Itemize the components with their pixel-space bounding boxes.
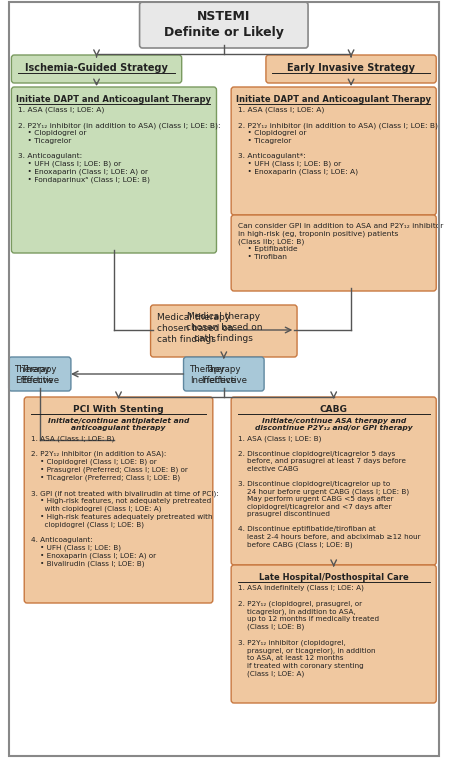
Text: Ischemia-Guided Strategy: Ischemia-Guided Strategy [25,63,168,73]
Text: 1. ASA (Class I; LOE: B)

2. P2Y₁₂ inhibitor (in addition to ASA):
    • Clopido: 1. ASA (Class I; LOE: B) 2. P2Y₁₂ inhibi… [31,435,219,566]
FancyBboxPatch shape [11,55,182,83]
FancyBboxPatch shape [231,565,436,703]
Text: Late Hospital/Posthospital Care: Late Hospital/Posthospital Care [259,573,409,582]
Text: Initiate/continue antiplatelet and
anticoagulant therapy: Initiate/continue antiplatelet and antic… [48,418,189,431]
FancyBboxPatch shape [183,357,264,391]
FancyBboxPatch shape [231,215,436,291]
Text: 1. ASA (Class I; LOE: A)

2. P2Y₁₂ inhibitor (in addition to ASA) (Class I; LOE:: 1. ASA (Class I; LOE: A) 2. P2Y₁₂ inhibi… [18,107,220,183]
Text: Therapy
Ineffective: Therapy Ineffective [201,365,247,385]
FancyBboxPatch shape [231,87,436,215]
Text: Early Invasive Strategy: Early Invasive Strategy [287,63,415,73]
Text: 1. ASA (Class I; LOE: A)

2. P2Y₁₂ inhibitor (in addition to ASA) (Class I; LOE:: 1. ASA (Class I; LOE: A) 2. P2Y₁₂ inhibi… [237,107,440,174]
FancyBboxPatch shape [9,357,71,391]
FancyBboxPatch shape [151,305,297,357]
Text: Can consider GPI in addition to ASA and P2Y₁₂ inhibitor
in high-risk (eg, tropon: Can consider GPI in addition to ASA and … [237,223,443,260]
Text: NSTEMI
Definite or Likely: NSTEMI Definite or Likely [164,10,284,39]
Text: Medical therapy
chosen based on
cath findings: Medical therapy chosen based on cath fin… [157,313,234,344]
Text: Initiate DAPT and Anticoagulant Therapy: Initiate DAPT and Anticoagulant Therapy [236,95,431,104]
Text: CABG: CABG [320,405,347,414]
FancyBboxPatch shape [266,55,436,83]
Text: Initiate DAPT and Anticoagulant Therapy: Initiate DAPT and Anticoagulant Therapy [17,95,211,104]
Text: Therapy
Effective: Therapy Effective [21,365,59,385]
FancyBboxPatch shape [139,2,308,48]
Text: 1. ASA indefinitely (Class I; LOE: A)

2. P2Y₁₂ (clopidogrel, prasugrel, or
    : 1. ASA indefinitely (Class I; LOE: A) 2.… [237,584,379,677]
Text: Medical therapy
chosen based on
cath findings: Medical therapy chosen based on cath fin… [185,312,262,343]
Text: 1. ASA (Class I; LOE: B)

2. Discontinue clopidogrel/ticagrelor 5 days
    befor: 1. ASA (Class I; LOE: B) 2. Discontinue … [237,435,420,547]
FancyBboxPatch shape [231,397,436,565]
Text: PCI With Stenting: PCI With Stenting [73,405,164,414]
Text: Initiate/continue ASA therapy and
discontinue P2Y₁₂ and/or GPI therapy: Initiate/continue ASA therapy and discon… [255,418,412,431]
FancyBboxPatch shape [24,397,213,603]
Text: Therapy
Ineffective: Therapy Ineffective [190,365,236,385]
FancyBboxPatch shape [11,87,217,253]
Text: Therapy
Effective: Therapy Effective [15,365,53,385]
